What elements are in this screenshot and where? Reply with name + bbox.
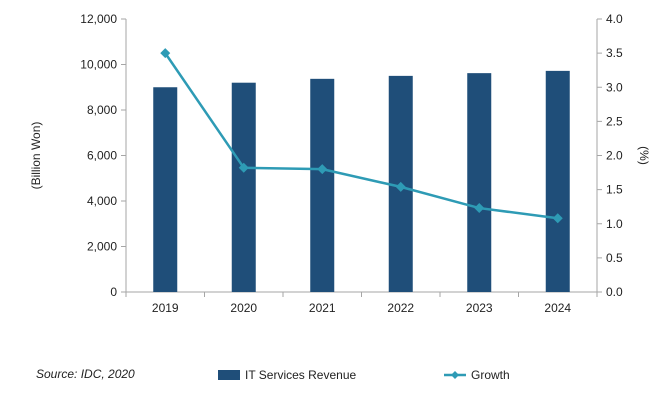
left-tick-label: 6,000 bbox=[87, 149, 117, 163]
legend-label-growth: Growth bbox=[471, 368, 510, 382]
right-axis-title: (%) bbox=[637, 146, 651, 165]
legend-marker-growth bbox=[451, 371, 459, 379]
x-tick-label: 2022 bbox=[387, 301, 414, 315]
legend-swatch-revenue bbox=[218, 370, 240, 380]
growth-point-2021 bbox=[317, 164, 328, 175]
left-tick-label: 2,000 bbox=[87, 240, 117, 254]
x-tick-label: 2019 bbox=[152, 301, 179, 315]
x-tick-label: 2024 bbox=[544, 301, 571, 315]
growth-line bbox=[164, 52, 558, 220]
left-tick-label: 0 bbox=[110, 285, 117, 299]
x-tick-label: 2023 bbox=[466, 301, 493, 315]
right-tick-label: 2.0 bbox=[606, 149, 623, 163]
left-tick-label: 12,000 bbox=[80, 12, 117, 26]
bar-2019 bbox=[153, 87, 178, 292]
bar-2023 bbox=[467, 73, 492, 293]
right-tick-label: 0.5 bbox=[606, 251, 623, 265]
growth-point-2022 bbox=[395, 181, 406, 192]
right-tick-label: 2.5 bbox=[606, 114, 623, 128]
source-note: Source: IDC, 2020 bbox=[36, 367, 135, 381]
x-tick-label: 2021 bbox=[309, 301, 336, 315]
right-tick-label: 0.0 bbox=[606, 285, 623, 299]
growth-point-2019 bbox=[160, 48, 171, 59]
left-tick-label: 10,000 bbox=[80, 58, 117, 72]
x-tick-label: 2020 bbox=[230, 301, 257, 315]
right-tick-label: 1.0 bbox=[606, 217, 623, 231]
right-tick-label: 4.0 bbox=[606, 12, 623, 26]
left-tick-label: 4,000 bbox=[87, 194, 117, 208]
left-tick-label: 8,000 bbox=[87, 103, 117, 117]
legend-label-revenue: IT Services Revenue bbox=[245, 368, 356, 382]
left-axis-title: (Billion Won) bbox=[29, 122, 43, 190]
bar-2020 bbox=[231, 82, 256, 292]
bar-2021 bbox=[310, 78, 335, 293]
right-tick-label: 3.5 bbox=[606, 46, 623, 60]
growth-point-2023 bbox=[474, 203, 485, 214]
growth-point-2024 bbox=[552, 213, 563, 224]
right-tick-label: 1.5 bbox=[606, 183, 623, 197]
growth-point-2020 bbox=[238, 162, 249, 173]
right-tick-label: 3.0 bbox=[606, 80, 623, 94]
bar-2024 bbox=[545, 70, 570, 293]
